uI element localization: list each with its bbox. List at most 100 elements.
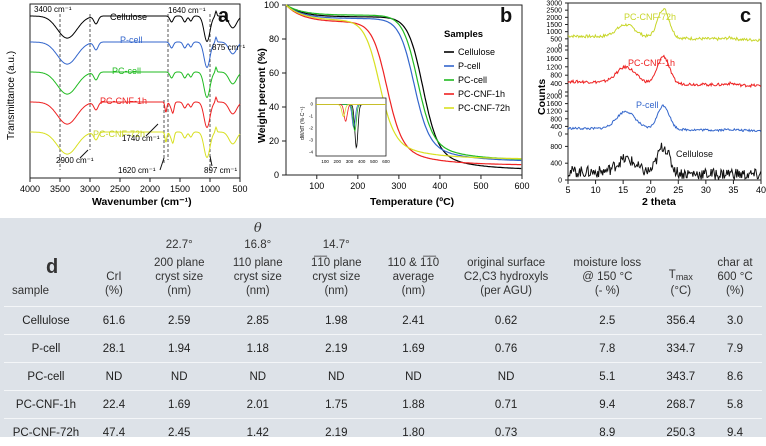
table-cell: ND bbox=[140, 363, 219, 391]
header-sample-label: sample bbox=[12, 285, 49, 297]
header-200-plane: 22.7° 200 plane cryst size (nm) bbox=[140, 218, 219, 307]
xrd-y-tick-label: 400 bbox=[550, 124, 562, 131]
table-cell: 8.6 bbox=[708, 363, 762, 391]
tga-x-tick-label: 500 bbox=[473, 181, 488, 191]
header-tmax: Tmax (°C) bbox=[654, 218, 708, 307]
xrd-y-tick-label: 2000 bbox=[546, 48, 562, 55]
header-char-l3: (%) bbox=[710, 284, 760, 298]
header-surf-l1: original surface bbox=[453, 256, 559, 270]
ftir-x-tick-label: 1500 bbox=[170, 184, 190, 194]
xrd-x-tick-label: 15 bbox=[618, 185, 628, 195]
header-tmax-l2: (°C) bbox=[656, 284, 706, 298]
xrd-x-tick-label: 35 bbox=[728, 185, 738, 195]
table-cell: 28.1 bbox=[88, 335, 140, 363]
ftir-panel: a Transmittance (a.u.) Wavenumber (cm⁻¹)… bbox=[6, 4, 248, 208]
table-cell-sample: Cellulose bbox=[4, 307, 88, 335]
xrd-x-tick-label: 10 bbox=[591, 185, 601, 195]
table-cell-sample: PC-CNF-72h bbox=[4, 419, 88, 446]
table-cell: 1.69 bbox=[376, 335, 452, 363]
header-moist-l1: moisture loss bbox=[563, 256, 652, 270]
ftir-annotation-3400: 3400 cm⁻¹ bbox=[34, 5, 72, 14]
tga-legend-label: P-cell bbox=[458, 61, 481, 71]
table-cell: 5.1 bbox=[561, 363, 654, 391]
ftir-arrow-1620 bbox=[160, 158, 164, 170]
xrd-x-tick-label: 30 bbox=[701, 185, 711, 195]
tga-legend-title: Samples bbox=[444, 29, 483, 40]
header-200-l3: (nm) bbox=[142, 284, 217, 298]
header-cri-label: CrI bbox=[90, 270, 138, 284]
table-cell: 2.41 bbox=[376, 307, 452, 335]
table-cell: 9.4 bbox=[561, 391, 654, 419]
xrd-panel-letter: c bbox=[740, 5, 751, 27]
ftir-x-tick-label: 500 bbox=[232, 184, 247, 194]
ftir-label-cellulose: Cellulose bbox=[110, 12, 147, 22]
table-cell: 7.9 bbox=[708, 335, 762, 363]
table-cell: 1.69 bbox=[140, 391, 219, 419]
tga-inset-y-tick-label: -1 bbox=[309, 114, 313, 119]
xrd-y-tick-label: 2000 bbox=[546, 94, 562, 101]
table-cell: 1.98 bbox=[297, 307, 376, 335]
header-avg-l1: 110 & 1̅1̅0 bbox=[378, 256, 450, 270]
table-cell: 1.75 bbox=[297, 391, 376, 419]
tga-inset-x-tick-label: 200 bbox=[334, 159, 342, 164]
tga-x-axis-label: Temperature (ºC) bbox=[370, 196, 454, 208]
table-cell: 1.88 bbox=[376, 391, 452, 419]
table-cell: ND bbox=[451, 363, 561, 391]
tga-inset-x-tick-label: 500 bbox=[370, 159, 378, 164]
table-cell: 5.8 bbox=[708, 391, 762, 419]
xrd-y-tick-label: 2500 bbox=[546, 8, 562, 15]
ftir-annotation-1640: 1640 cm⁻¹ bbox=[168, 6, 206, 15]
header-1m10-l2: cryst size bbox=[299, 270, 374, 284]
table-cell: 250.3 bbox=[654, 419, 708, 446]
table-cell: 47.4 bbox=[88, 419, 140, 446]
tga-x-tick-label: 600 bbox=[514, 181, 529, 191]
xrd-y-tick-label: 400 bbox=[550, 161, 562, 168]
table-cell: 268.7 bbox=[654, 391, 708, 419]
tga-legend-label: PC-CNF-1h bbox=[458, 89, 505, 99]
table-cell: 0.71 bbox=[451, 391, 561, 419]
header-110-l1: 110 plane bbox=[221, 256, 296, 270]
ftir-annotation-1740: 1740 cm⁻¹ bbox=[122, 134, 160, 143]
xrd-x-tick-label: 20 bbox=[646, 185, 656, 195]
xrd-label-pcell: P-cell bbox=[636, 100, 659, 110]
ftir-x-tick-label: 2000 bbox=[140, 184, 160, 194]
ftir-x-tick-label: 4000 bbox=[20, 184, 40, 194]
theta-symbol: θ bbox=[221, 222, 296, 236]
table-cell: 343.7 bbox=[654, 363, 708, 391]
header-moisture-loss: moisture loss @ 150 °C (- %) bbox=[561, 218, 654, 307]
header-110-l2: cryst size bbox=[221, 270, 296, 284]
tga-inset-y-tick-label: -3 bbox=[309, 138, 313, 143]
tga-y-axis-label: Weight percent (%) bbox=[256, 48, 268, 143]
header-char-l1: char at bbox=[710, 256, 760, 270]
table-cell: 2.5 bbox=[561, 307, 654, 335]
ftir-x-tick-label: 3500 bbox=[50, 184, 70, 194]
ftir-annotation-2900: 2900 cm⁻¹ bbox=[56, 156, 94, 165]
header-cri-unit: (%) bbox=[90, 284, 138, 298]
ftir-annotation-897: 897 cm⁻¹ bbox=[204, 166, 237, 175]
table-cell: 2.19 bbox=[297, 335, 376, 363]
xrd-y-tick-label: 0 bbox=[558, 132, 562, 139]
tga-legend-label: PC-CNF-72h bbox=[458, 103, 510, 113]
xrd-y-tick-label: 800 bbox=[550, 144, 562, 151]
xrd-y-tick-label: 1200 bbox=[546, 64, 562, 71]
header-average: 110 & 1̅1̅0 average (nm) bbox=[376, 218, 452, 307]
table-cell: 22.4 bbox=[88, 391, 140, 419]
xrd-label-cnf1h: PC-CNF-1h bbox=[628, 58, 675, 68]
xrd-series-line bbox=[568, 105, 761, 132]
table-cell: 2.59 bbox=[140, 307, 219, 335]
table-cell-sample: PC-cell bbox=[4, 363, 88, 391]
xrd-x-tick-label: 5 bbox=[565, 185, 570, 195]
table-cell: 2.01 bbox=[219, 391, 298, 419]
table-cell: 1.94 bbox=[140, 335, 219, 363]
xrd-y-tick-label: 400 bbox=[550, 81, 562, 88]
header-tmax-l1: Tmax bbox=[656, 268, 706, 284]
table-cell: 7.8 bbox=[561, 335, 654, 363]
header-avg-l3: (nm) bbox=[378, 284, 450, 298]
tga-x-tick-label: 400 bbox=[432, 181, 447, 191]
ftir-x-axis-label: Wavenumber (cm⁻¹) bbox=[92, 196, 192, 208]
